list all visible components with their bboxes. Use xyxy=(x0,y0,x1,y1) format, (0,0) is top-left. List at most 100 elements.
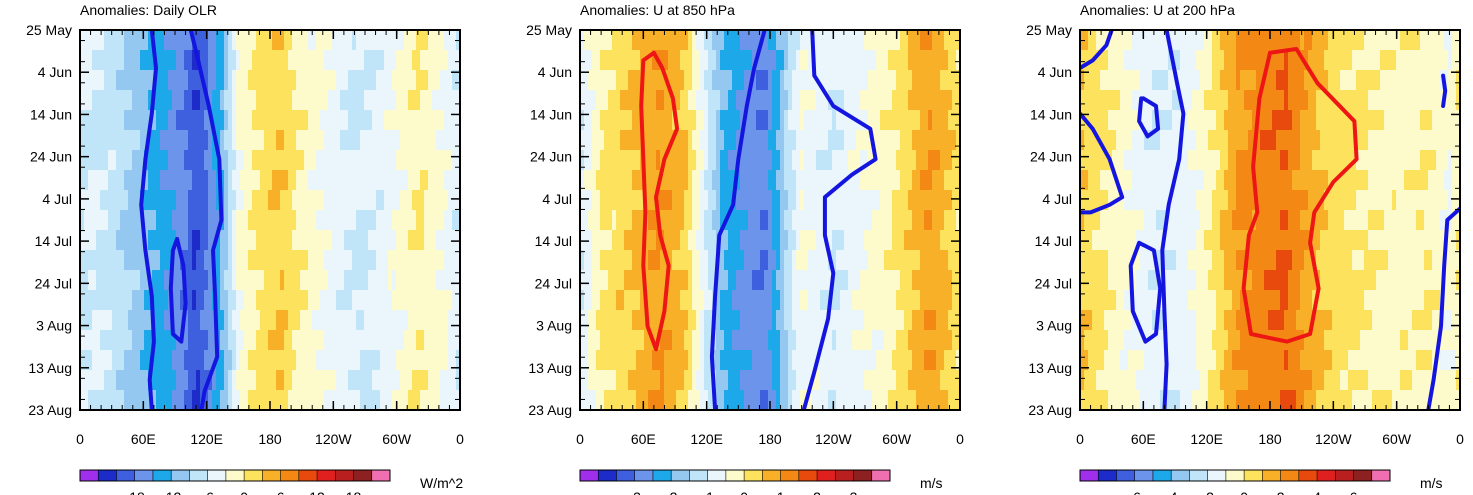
field-cell xyxy=(780,50,785,71)
field-cell xyxy=(360,210,365,231)
field-cell xyxy=(372,210,377,231)
field-cell xyxy=(1412,30,1417,51)
field-cell xyxy=(788,390,793,410)
field-cell xyxy=(1368,110,1373,131)
field-cell xyxy=(776,350,781,371)
field-cell xyxy=(1356,150,1361,171)
field-cell xyxy=(1200,50,1205,71)
field-cell xyxy=(1360,30,1365,51)
field-cell xyxy=(1456,90,1460,111)
field-cell xyxy=(732,150,737,171)
field-cell xyxy=(104,350,109,371)
field-cell xyxy=(804,110,809,131)
field-cell xyxy=(124,70,129,91)
field-cell xyxy=(132,90,137,111)
field-cell xyxy=(256,50,261,71)
field-cell xyxy=(760,90,765,111)
field-cell xyxy=(912,290,917,311)
field-cell xyxy=(700,70,705,91)
field-cell xyxy=(848,190,853,211)
field-cell xyxy=(188,290,193,311)
field-cell xyxy=(188,250,193,271)
field-cell xyxy=(1320,30,1325,51)
field-cell xyxy=(276,330,281,351)
field-cell xyxy=(672,70,677,91)
field-cell xyxy=(220,250,225,271)
field-cell xyxy=(744,250,749,271)
field-cell xyxy=(1124,130,1129,151)
field-cell xyxy=(356,110,361,131)
field-cell xyxy=(676,110,681,131)
field-cell xyxy=(748,170,753,191)
field-cell xyxy=(1324,50,1329,71)
field-cell xyxy=(316,350,321,371)
field-cell xyxy=(924,110,929,131)
field-cell xyxy=(900,390,905,410)
field-cell xyxy=(1416,110,1421,131)
field-cell xyxy=(684,310,689,331)
field-cell xyxy=(788,350,793,371)
field-cell xyxy=(788,270,793,291)
field-cell xyxy=(956,390,960,410)
field-cell xyxy=(1436,30,1441,51)
field-cell xyxy=(624,170,629,191)
field-cell xyxy=(1384,70,1389,91)
field-cell xyxy=(1172,70,1177,91)
field-cell xyxy=(332,130,337,151)
field-cell xyxy=(360,50,365,71)
field-cell xyxy=(644,170,649,191)
field-cell xyxy=(1376,170,1381,191)
field-cell xyxy=(356,270,361,291)
field-cell xyxy=(1192,110,1197,131)
field-cell xyxy=(164,190,169,211)
field-cell xyxy=(280,50,285,71)
field-cell xyxy=(1396,170,1401,191)
field-cell xyxy=(680,370,685,391)
colorbar-swatch xyxy=(598,470,617,481)
field-cell xyxy=(792,290,797,311)
field-cell xyxy=(140,30,145,51)
field-cell xyxy=(608,270,613,291)
field-cell xyxy=(96,390,101,410)
field-cell xyxy=(368,350,373,371)
field-cell xyxy=(788,310,793,331)
field-cell xyxy=(352,210,357,231)
field-cell xyxy=(408,250,413,271)
field-cell xyxy=(628,90,633,111)
field-cell xyxy=(228,350,233,371)
field-cell xyxy=(152,290,157,311)
field-cell xyxy=(720,70,725,91)
field-cell xyxy=(156,90,161,111)
field-cell xyxy=(1276,90,1281,111)
field-cell xyxy=(948,350,953,371)
field-cell xyxy=(596,270,601,291)
field-cell xyxy=(620,150,625,171)
field-cell xyxy=(748,230,753,251)
field-cell xyxy=(420,370,425,391)
field-cell xyxy=(132,230,137,251)
field-cell xyxy=(888,150,893,171)
field-cell xyxy=(724,230,729,251)
field-cell xyxy=(864,50,869,71)
field-cell xyxy=(372,310,377,331)
field-cell xyxy=(188,130,193,151)
field-cell xyxy=(1376,90,1381,111)
field-cell xyxy=(392,90,397,111)
field-cell xyxy=(756,170,761,191)
field-cell xyxy=(1232,150,1237,171)
field-cell xyxy=(904,350,909,371)
field-cell xyxy=(1416,50,1421,71)
field-cell xyxy=(824,30,829,51)
field-cell xyxy=(256,230,261,251)
field-cell xyxy=(312,130,317,151)
field-cell xyxy=(332,250,337,271)
field-cell xyxy=(348,250,353,271)
field-cell xyxy=(204,250,209,271)
field-cell xyxy=(1172,110,1177,131)
field-cell xyxy=(336,350,341,371)
field-cell xyxy=(652,110,657,131)
field-cell xyxy=(1200,30,1205,51)
field-cell xyxy=(348,210,353,231)
field-cell xyxy=(396,130,401,151)
field-cell xyxy=(1444,110,1449,131)
